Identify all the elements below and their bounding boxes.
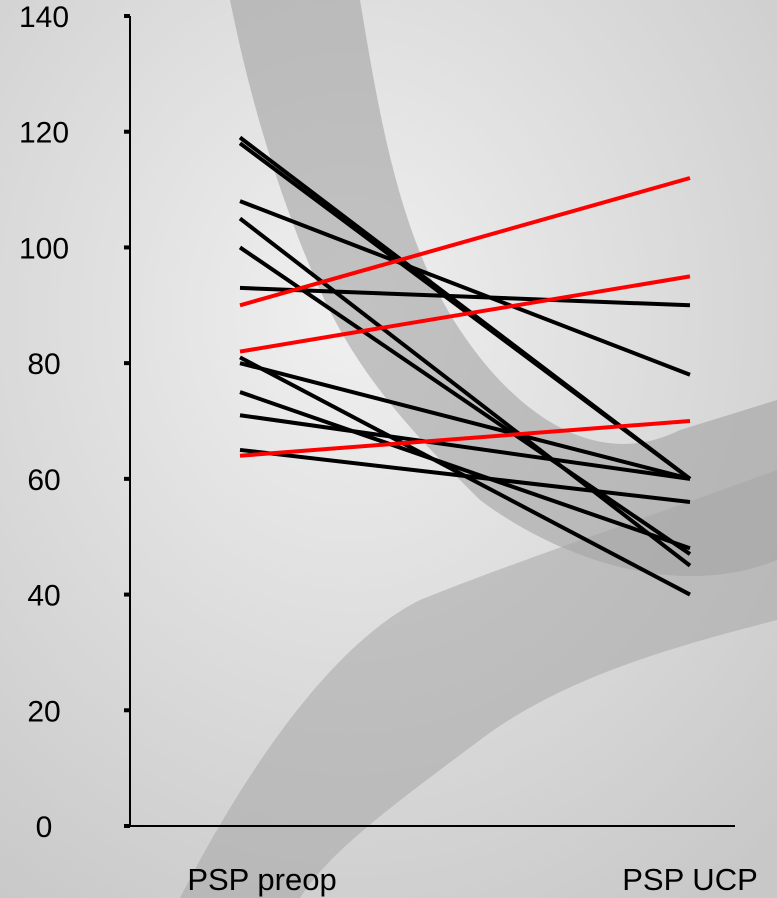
series-line-decrease <box>239 199 691 377</box>
background-shadow-lower <box>180 470 777 898</box>
series-line-decrease <box>238 216 692 568</box>
y-tick-label: 60 <box>27 464 60 497</box>
y-tick-label: 140 <box>19 1 69 34</box>
y-tick-label: 80 <box>27 348 60 381</box>
series-line-decrease <box>238 141 692 481</box>
series-line-decrease <box>238 245 692 556</box>
data-lines <box>238 135 692 597</box>
y-tick-label: 120 <box>19 117 69 150</box>
series-line-decrease <box>239 285 691 308</box>
axis-labels: 0 20 40 60 80 100 120 140 PSP preop PSP UCP <box>19 1 758 897</box>
y-tick-label: 0 <box>36 811 53 844</box>
y-tick-label: 40 <box>27 580 60 613</box>
series-line-decrease <box>239 447 691 504</box>
series-line-decrease <box>239 361 691 481</box>
series-line-increase <box>239 176 691 308</box>
y-tick-label: 100 <box>19 232 69 265</box>
series-line-decrease <box>239 390 691 551</box>
y-tick-label: 20 <box>27 695 60 728</box>
background-shadow-upper <box>230 0 777 577</box>
axes <box>124 14 735 828</box>
series-line-increase <box>239 419 691 458</box>
series-line-decrease <box>239 413 691 481</box>
series-line-increase <box>239 274 691 354</box>
x-category-label: PSP UCP <box>622 862 758 897</box>
x-category-label: PSP preop <box>187 862 336 897</box>
